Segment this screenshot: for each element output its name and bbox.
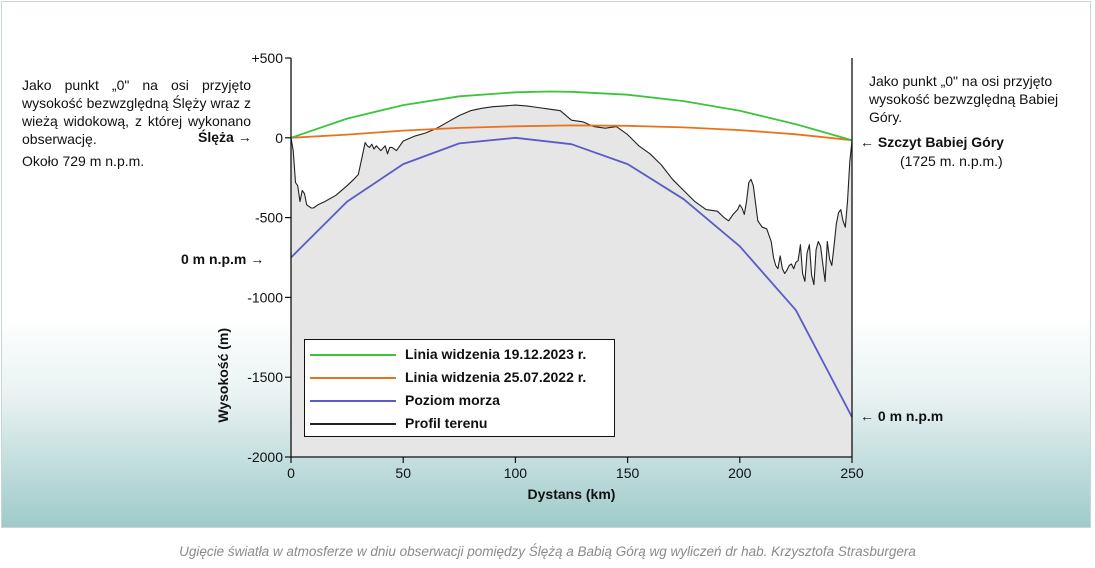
x-axis-label: Dystans (km) <box>528 486 616 502</box>
arrow-right-icon: → <box>250 251 265 267</box>
legend-item: Linia widzenia 19.12.2023 r. <box>310 346 610 364</box>
sea-level-right-label: ← 0 m n.p.m <box>860 408 943 424</box>
series-line-linia-widzenia-25-07-2022-r <box>290 124 853 142</box>
x-tick-label: 0 <box>287 465 295 481</box>
legend-swatch <box>310 400 396 402</box>
legend-label: Linia widzenia 25.07.2022 r. <box>405 369 587 385</box>
y-tick-label: -1000 <box>247 289 283 305</box>
legend-item: Profil terenu <box>310 415 610 433</box>
y-axis-label: Wysokość (m) <box>215 328 231 423</box>
right-reference-note: Jako punkt „0" na osi przyjęto wysokość … <box>869 73 1059 125</box>
y-tick-label: -1500 <box>247 369 283 385</box>
sleza-label: Ślęża → <box>198 129 252 145</box>
legend-label: Profil terenu <box>405 415 488 431</box>
sleza-label-text: Ślęża <box>198 129 234 145</box>
arrow-left-icon: ← <box>860 408 874 424</box>
y-tick-label: -500 <box>255 210 283 226</box>
babia-gora-label-text: Szczyt Babiej Góry <box>877 134 1004 150</box>
sea-level-right-text: 0 m n.p.m <box>877 408 944 424</box>
x-tick-label: 50 <box>395 465 411 481</box>
arrow-right-icon: → <box>237 129 252 145</box>
sea-level-left-text: 0 m n.p.m <box>181 251 247 267</box>
left-altitude-note: Około 729 m n.p.m. <box>22 153 145 169</box>
x-tick-label: 100 <box>504 465 528 481</box>
chart-figure: +500 0 -500 -1000 -1500 -2000 0 50 100 150 200 250 D… <box>1 1 1091 528</box>
left-reference-note: Jako punkt „0" na osi przyjęto wysokość … <box>22 77 251 147</box>
series-line-poziom-morza <box>290 136 853 418</box>
legend-swatch <box>310 354 396 356</box>
legend-item: Linia widzenia 25.07.2022 r. <box>310 369 610 387</box>
x-tick-label: 250 <box>840 465 864 481</box>
sea-level-left-label: 0 m n.p.m → <box>181 251 264 267</box>
series-line-linia-widzenia-19-12-2023-r <box>290 90 853 142</box>
x-tick-label: 200 <box>728 465 752 481</box>
legend-swatch <box>310 377 396 379</box>
x-tick-label: 150 <box>616 465 640 481</box>
babia-gora-label: ← Szczyt Babiej Góry <box>860 134 1004 150</box>
legend-label: Poziom morza <box>405 392 500 408</box>
y-tick-label: 0 <box>275 130 283 146</box>
babia-gora-altitude: (1725 m. n.p.m.) <box>900 153 1003 169</box>
legend-swatch <box>310 423 396 425</box>
y-tick-label: -2000 <box>247 449 283 465</box>
legend-label: Linia widzenia 19.12.2023 r. <box>405 346 587 362</box>
series-line-profil-terenu <box>290 104 853 286</box>
chart-legend: Linia widzenia 19.12.2023 r. Linia widze… <box>304 339 615 437</box>
arrow-left-icon: ← <box>860 134 874 150</box>
y-tick-label: +500 <box>251 50 283 66</box>
legend-item: Poziom morza <box>310 392 610 410</box>
figure-caption: Ugięcie światła w atmosferze w dniu obse… <box>179 544 916 559</box>
